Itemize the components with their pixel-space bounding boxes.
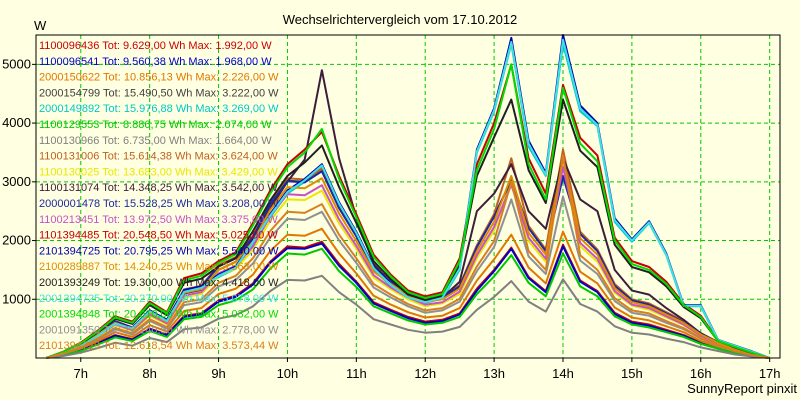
legend-entry-1100129553: 1100129553 Tot: 8.886,75 Wh Max: 2.074,0… <box>39 119 272 131</box>
y-tick-label: 4000 <box>2 115 31 130</box>
x-tick-label: 15h <box>621 366 643 381</box>
plot-frame <box>35 34 781 359</box>
legend-entry-1100096541: 1100096541 Tot: 9.560,38 Wh Max: 1.968,0… <box>39 56 272 68</box>
y-axis-label: W <box>34 18 47 33</box>
legend-entry-1100096436: 1100096436 Tot: 9.629,00 Wh Max: 1.992,0… <box>39 40 272 52</box>
x-tick-label: 14h <box>552 366 574 381</box>
series-line-2001394725 <box>46 38 771 359</box>
y-tick-label: 3000 <box>2 174 31 189</box>
legend-entry-1101394485: 1101394485 Tot: 20.548,50 Wh Max: 5.025,… <box>39 230 278 242</box>
legend-entry-2100289887: 2100289887 Tot: 14.240,25 Wh Max: 3.563,… <box>39 261 279 273</box>
series-line-1100130966 <box>46 274 770 359</box>
legend-entry-2001394848: 2001394848 Tot: 20.010,00 Wh Max: 5.032,… <box>39 309 279 321</box>
legend-entry-2101394729: 2101394729 Tot: 12.618,54 Wh Max: 3.573,… <box>39 340 279 352</box>
series-line-2001393249 <box>45 98 770 359</box>
series-line-1100130025 <box>46 163 770 359</box>
chart-title: Wechselrichtervergleich vom 17.10.2012 <box>283 12 518 27</box>
legend-entry-2000001478: 2000001478 Tot: 15.528,25 Wh Max: 3.208,… <box>39 198 279 210</box>
x-tick-label: 13h <box>483 366 505 381</box>
series-line-1100129553 <box>46 247 770 359</box>
x-tick-label: 16h <box>690 366 712 381</box>
legend-entry-1100131074: 1100131074 Tot: 14.348,25 Wh Max: 3.542,… <box>39 182 278 194</box>
legend-entry-1100130966: 1100130966 Tot: 6.735,00 Wh Max: 1.664,0… <box>39 135 272 147</box>
y-tick-label: 5000 <box>2 56 31 71</box>
legend-entry-2000149892: 2000149892 Tot: 15.976,88 Wh Max: 3.269,… <box>39 103 279 115</box>
legend-entry-2000150622: 2000150622 Tot: 10.856,13 Wh Max: 2.226,… <box>39 72 279 84</box>
x-tick-label: 7h <box>74 366 88 381</box>
x-tick-label: 11h <box>346 366 367 381</box>
y-tick-label: 2000 <box>2 233 31 248</box>
x-tick-label: 10h <box>277 366 299 381</box>
series-line-2101394729 <box>46 154 770 359</box>
x-tick-label: 12h <box>414 366 436 381</box>
series-line-1100096541 <box>46 242 770 359</box>
series-line-2001394848 <box>45 63 770 359</box>
legend-entry-2001393249: 2001393249 Tot: 19.300,00 Wh Max: 4.418,… <box>39 277 279 289</box>
legend-entry-1100213451: 1100213451 Tot: 13.972,50 Wh Max: 3.375,… <box>39 214 278 226</box>
legend-entry-1100130025: 1100130025 Tot: 13.683,00 Wh Max: 3.429,… <box>39 166 278 178</box>
legend-entry-2001091350: 2001091350 Tot: 12.140,50 Wh Max: 2.778,… <box>39 324 279 336</box>
x-tick-label: 8h <box>142 366 156 381</box>
legend-entry-2101394725: 2101394725 Tot: 20.795,25 Wh Max: 5.540,… <box>39 245 279 257</box>
legend-entry-1100131006: 1100131006 Tot: 15.614,38 Wh Max: 3.624,… <box>39 151 278 163</box>
footer-credit: SunnyReport pinxit <box>687 381 797 396</box>
x-tick-label: 17h <box>759 366 781 381</box>
legend-entry-2000154799: 2000154799 Tot: 15.490,50 Wh Max: 3.222,… <box>39 87 279 99</box>
series-line-2001091350 <box>46 195 770 359</box>
x-tick-label: 9h <box>211 366 225 381</box>
legend-entry-2001394725: 2001394725 Tot: 20.270,00 Wh Max: 5.078,… <box>39 293 279 305</box>
series-line-2000150622 <box>46 227 770 359</box>
y-tick-label: 1000 <box>2 291 31 306</box>
